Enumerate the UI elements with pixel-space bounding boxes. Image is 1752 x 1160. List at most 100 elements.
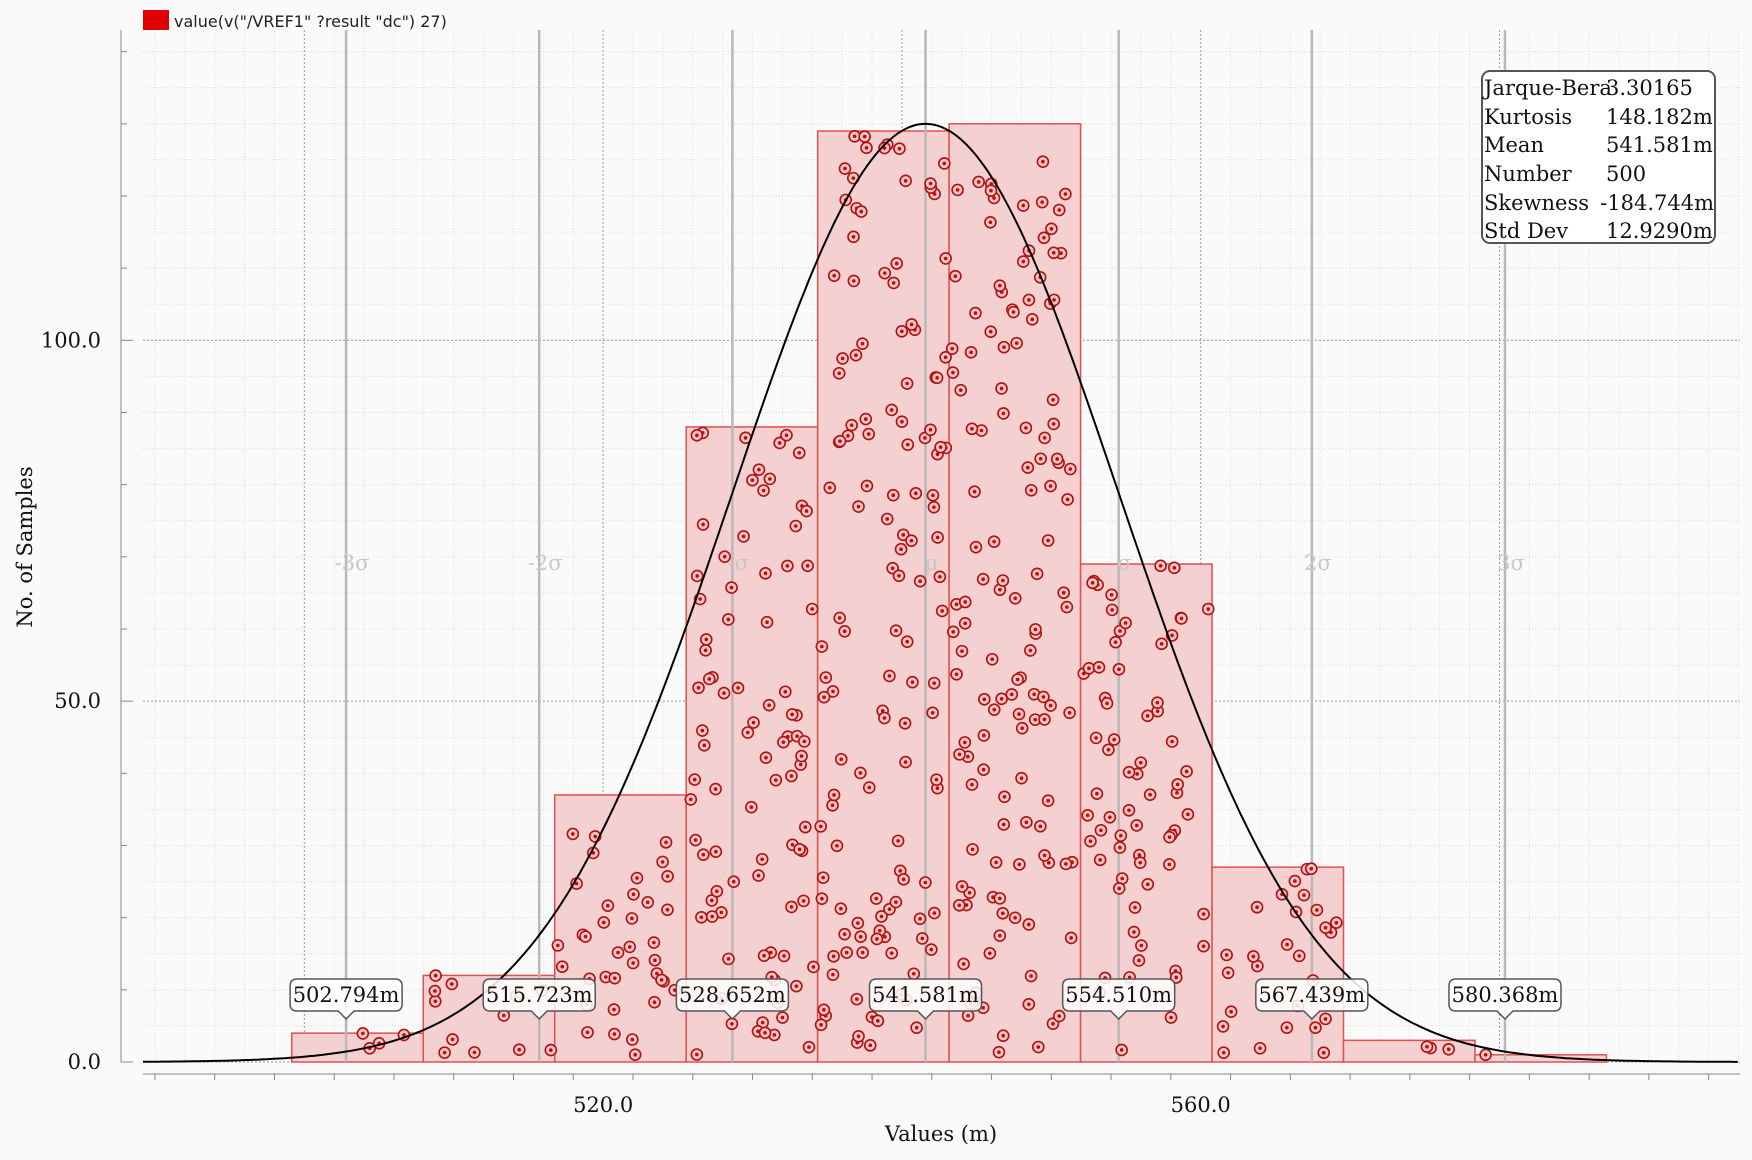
sigma-value-marker: [868, 978, 983, 1021]
sample-point-center: [988, 220, 993, 225]
stats-row-number: Number 500: [1484, 160, 1714, 189]
sample-point-center: [1013, 915, 1017, 920]
sample-point-center: [707, 677, 712, 681]
sample-point-center: [914, 491, 918, 496]
sample-point-center: [695, 433, 699, 438]
sample-point-center: [664, 840, 668, 845]
normal-curve: [143, 122, 1738, 1063]
sample-point-center: [876, 1019, 880, 1023]
sample-point-center: [1118, 845, 1122, 850]
sample-point-center: [868, 1043, 873, 1048]
sample-point-center: [1113, 640, 1118, 644]
sample-point-center: [772, 1033, 777, 1037]
sample-point-center: [631, 961, 635, 965]
sample-point-center: [1027, 298, 1031, 302]
sample-point-center: [890, 566, 895, 570]
sigma-value-marker: [482, 978, 596, 1021]
sample-point-center: [783, 689, 788, 694]
sample-point-center: [951, 629, 956, 634]
sample-point-center: [1049, 227, 1054, 231]
sample-point-center: [931, 493, 935, 498]
sample-point-center: [822, 1007, 826, 1012]
sample-point-center: [1159, 642, 1164, 646]
stats-row-jarque-bera: Jarque-Bera 3.30165: [1484, 74, 1714, 103]
sample-point-center: [1175, 791, 1179, 795]
sample-point-center: [932, 505, 936, 510]
sample-point-center: [942, 161, 947, 166]
sample-point-center: [905, 639, 910, 644]
sample-point-center: [935, 376, 939, 380]
sample-point-center: [726, 617, 731, 622]
sample-point-center: [688, 797, 693, 802]
sample-point-center: [950, 346, 954, 351]
sample-point-center: [1021, 203, 1026, 208]
sample-point-center: [1155, 700, 1160, 705]
sample-point-center: [790, 712, 794, 717]
sample-point-center: [442, 1050, 447, 1055]
sample-point-center: [849, 423, 854, 427]
sample-points: [356, 130, 1492, 1062]
sigma-label: σ: [1118, 551, 1132, 575]
sample-point-center: [502, 1013, 506, 1018]
sample-point-center: [839, 906, 843, 911]
sample-point-center: [932, 681, 936, 685]
stats-value: 12.9290m: [1606, 219, 1713, 244]
normal-curve-path: [143, 122, 1738, 1063]
sample-point-center: [603, 975, 608, 979]
sigma-value-label: 567.439m: [1258, 983, 1365, 1007]
sample-point-center: [1313, 1025, 1318, 1030]
sample-point-center: [981, 577, 985, 582]
sample-point-center: [1095, 791, 1099, 796]
sample-point-center: [1118, 629, 1122, 633]
sample-point-center: [905, 442, 910, 447]
sample-point-center: [930, 711, 935, 715]
sample-point-center: [988, 951, 992, 956]
sample-point-center: [963, 740, 967, 745]
sample-point-center: [992, 539, 996, 544]
sample-point-center: [741, 534, 746, 539]
sample-point-center: [1011, 310, 1016, 314]
sample-point-center: [837, 371, 841, 376]
sample-point-center: [918, 917, 922, 921]
sample-point-center: [923, 880, 928, 885]
sample-point-center: [897, 573, 901, 578]
sample-point-center: [844, 950, 849, 955]
sample-point-center: [1051, 250, 1056, 255]
sample-point-center: [606, 903, 610, 908]
sample-point-center: [855, 997, 859, 1001]
sample-point-center: [938, 445, 943, 449]
sample-point-center: [827, 485, 832, 490]
sample-point-center: [1302, 893, 1306, 897]
sample-point-center: [696, 685, 701, 690]
sample-point-center: [801, 899, 806, 903]
sample-point-center: [763, 571, 768, 576]
sigma-value-marker: [675, 978, 790, 1021]
sample-point-center: [920, 936, 925, 941]
sample-point-center: [999, 386, 1004, 391]
sample-point-center: [1001, 578, 1005, 583]
sample-point-center: [769, 975, 774, 980]
sample-point-center: [960, 649, 964, 653]
sample-point-center: [761, 488, 766, 493]
sample-point-center: [966, 754, 970, 759]
sample-point-center: [860, 341, 865, 346]
sample-point-center: [875, 937, 879, 941]
sample-point-center: [1123, 621, 1128, 625]
sample-point-center: [795, 734, 799, 738]
sample-point-center: [780, 1015, 785, 1020]
sample-point-center: [746, 730, 750, 735]
sample-point-center: [785, 564, 790, 568]
sample-point-center: [1170, 739, 1174, 744]
stats-value: 500: [1606, 162, 1647, 187]
stats-value: 3.30165: [1606, 76, 1693, 101]
sample-point-center: [970, 426, 974, 431]
sample-point-center: [1179, 616, 1184, 621]
sample-point-center: [819, 1023, 823, 1027]
sample-point-center: [450, 1037, 455, 1042]
sample-point-center: [1029, 974, 1033, 978]
sample-point-center: [781, 740, 786, 744]
sample-point-center: [1158, 564, 1163, 568]
sample-point-center: [571, 832, 575, 836]
sample-point-center: [923, 436, 927, 440]
